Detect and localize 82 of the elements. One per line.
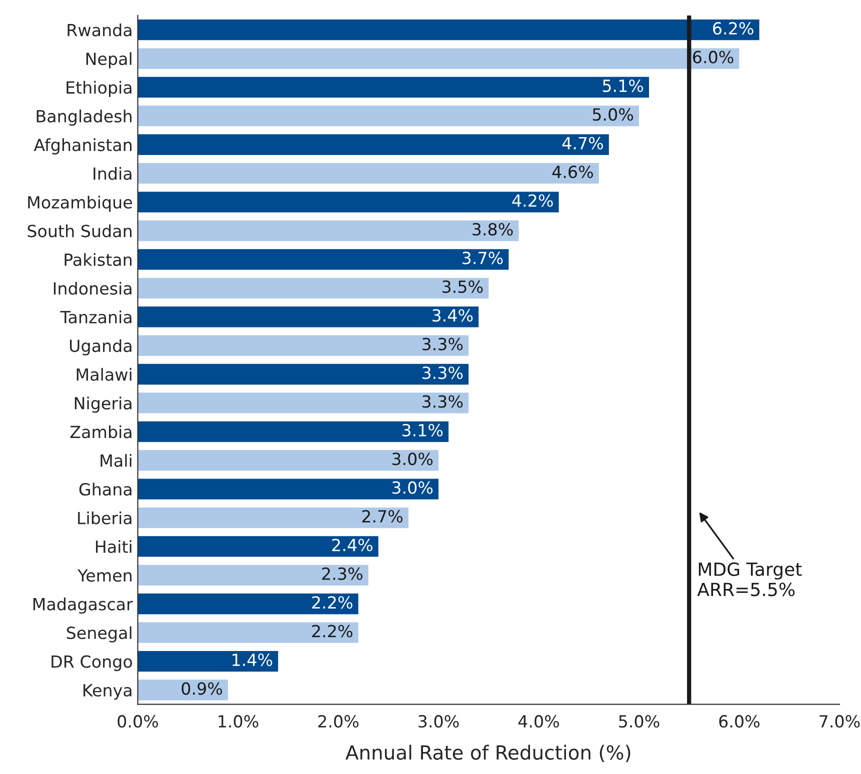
y-tick-label: Yemen bbox=[78, 569, 132, 582]
bar bbox=[138, 220, 519, 242]
bar bbox=[138, 48, 740, 69]
bar bbox=[138, 594, 358, 614]
y-tick-label: Kenya bbox=[84, 684, 132, 700]
data-label: 4.6% bbox=[552, 166, 593, 178]
x-tick-label: 7.0% bbox=[820, 715, 860, 728]
x-tick-label: 5.0% bbox=[619, 715, 660, 728]
bar bbox=[138, 106, 639, 126]
y-tick-label: Tanzania bbox=[60, 310, 132, 324]
bar bbox=[138, 507, 408, 528]
data-label: 3.3% bbox=[422, 395, 463, 408]
y-tick-label: India bbox=[94, 167, 132, 180]
bar bbox=[138, 392, 469, 414]
bar bbox=[138, 134, 609, 155]
data-label: 3.3% bbox=[422, 338, 463, 350]
y-tick-label: Bangladesh bbox=[36, 110, 132, 126]
bar bbox=[138, 364, 469, 385]
data-label: 3.3% bbox=[422, 366, 463, 380]
y-tick-label: Afghanistan bbox=[34, 138, 132, 154]
data-label: 0.9% bbox=[182, 682, 222, 695]
data-label: 3.0% bbox=[392, 481, 433, 494]
y-tick-label: Uganda bbox=[70, 339, 132, 356]
y-tick-label: Ghana bbox=[79, 482, 132, 496]
y-tick-label: Senegal bbox=[66, 626, 132, 642]
x-tick-label: 2.0% bbox=[318, 715, 358, 728]
bar bbox=[138, 163, 599, 184]
data-label: 5.0% bbox=[592, 108, 634, 121]
x-tick-label: 3.0% bbox=[418, 715, 459, 728]
y-tick-label: Indonesia bbox=[54, 282, 132, 295]
x-axis-title: Annual Rate of Reduction (%) bbox=[346, 744, 630, 762]
data-label: 3.0% bbox=[392, 452, 433, 466]
y-tick-label: Rwanda bbox=[68, 24, 132, 36]
y-tick-label: Zambia bbox=[70, 425, 132, 438]
bar bbox=[138, 421, 449, 442]
data-label: 2.3% bbox=[322, 567, 362, 580]
data-label: 3.5% bbox=[442, 280, 483, 293]
y-tick-label: DR Congo bbox=[52, 655, 132, 672]
y-tick-label: Mozambique bbox=[28, 196, 132, 212]
x-tick-label: 0.0% bbox=[118, 715, 158, 728]
data-label: 2.4% bbox=[332, 538, 372, 552]
bar bbox=[138, 450, 438, 471]
bar bbox=[138, 650, 278, 672]
y-tick-label: South Sudan bbox=[28, 224, 132, 238]
x-tick-label: 6.0% bbox=[719, 715, 760, 728]
y-tick-label: Ethiopia bbox=[66, 80, 132, 98]
bar bbox=[138, 192, 559, 212]
data-label: 3.4% bbox=[432, 309, 473, 322]
bar bbox=[138, 20, 760, 40]
data-label: 3.8% bbox=[472, 222, 513, 236]
x-tick-label: 4.0% bbox=[518, 715, 559, 728]
data-label: 2.2% bbox=[312, 596, 352, 609]
y-tick-label: Pakistan bbox=[64, 253, 132, 266]
bar bbox=[138, 76, 650, 98]
y-tick-label: Nepal bbox=[86, 52, 132, 68]
y-tick-label: Nigeria bbox=[74, 396, 132, 413]
bar bbox=[138, 680, 228, 700]
data-label: 3.7% bbox=[462, 252, 503, 264]
y-tick-label: Malawi bbox=[76, 368, 132, 381]
data-label: 4.7% bbox=[562, 136, 603, 150]
bar bbox=[138, 278, 489, 298]
data-label: 6.2% bbox=[713, 22, 754, 35]
data-label: 1.4% bbox=[232, 654, 272, 666]
data-label: 2.7% bbox=[362, 510, 402, 523]
ref-line-label: MDG Target ARR=5.5% bbox=[697, 562, 802, 596]
data-label: 5.1% bbox=[602, 79, 644, 92]
x-tick-label: 1.0% bbox=[218, 715, 258, 728]
data-label: 2.2% bbox=[312, 624, 352, 638]
bar bbox=[138, 478, 438, 500]
bar bbox=[138, 335, 469, 356]
bar bbox=[138, 249, 509, 270]
y-tick-label: Liberia bbox=[78, 511, 132, 524]
y-tick-label: Mali bbox=[100, 454, 132, 467]
data-label: 4.2% bbox=[512, 194, 553, 207]
bar bbox=[138, 622, 358, 643]
data-label: 3.1% bbox=[402, 424, 443, 436]
bar bbox=[138, 306, 479, 328]
data-label: 6.0% bbox=[693, 50, 734, 64]
y-tick-label: Madagascar bbox=[33, 598, 133, 614]
bar bbox=[138, 536, 378, 557]
y-tick-label: Haiti bbox=[96, 540, 132, 554]
bar bbox=[138, 564, 368, 586]
